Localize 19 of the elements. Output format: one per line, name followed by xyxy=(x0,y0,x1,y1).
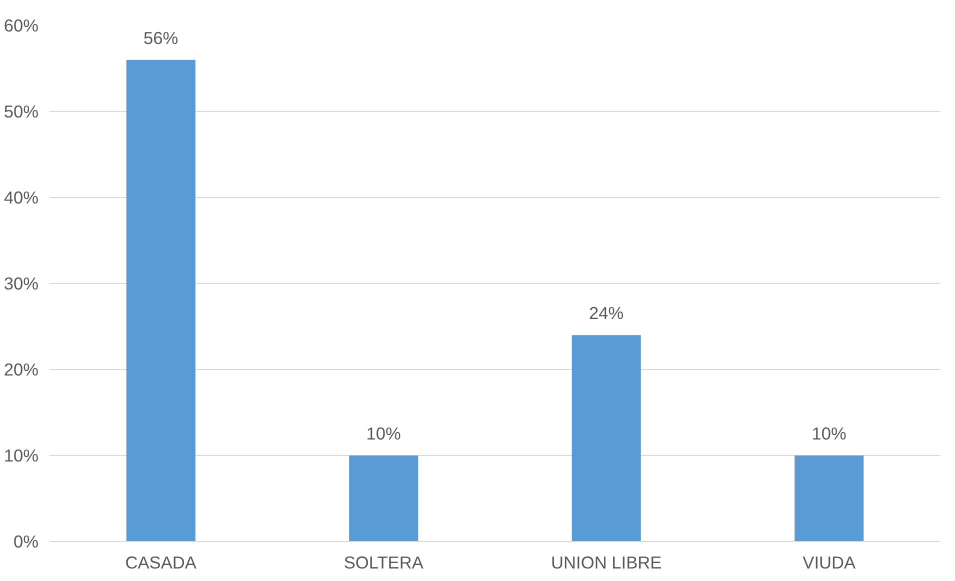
data-label: 56% xyxy=(144,28,178,48)
y-tick-label: 0% xyxy=(13,532,38,552)
y-tick-label: 20% xyxy=(4,360,39,380)
y-tick-label: 50% xyxy=(4,102,39,122)
y-tick-label: 40% xyxy=(4,188,39,208)
x-tick-label: SOLTERA xyxy=(344,552,424,572)
data-label: 10% xyxy=(366,424,401,444)
bar xyxy=(349,456,418,542)
bar xyxy=(572,335,641,542)
y-tick-label: 60% xyxy=(4,16,39,36)
bar xyxy=(126,60,196,542)
x-tick-label: VIUDA xyxy=(802,552,856,572)
y-tick-label: 30% xyxy=(4,274,39,294)
x-tick-label: UNION LIBRE xyxy=(551,552,662,572)
data-label: 24% xyxy=(589,303,624,324)
y-tick-label: 10% xyxy=(4,446,39,466)
x-tick-label: CASADA xyxy=(125,552,197,572)
data-label: 10% xyxy=(812,424,846,444)
bar xyxy=(794,456,864,542)
